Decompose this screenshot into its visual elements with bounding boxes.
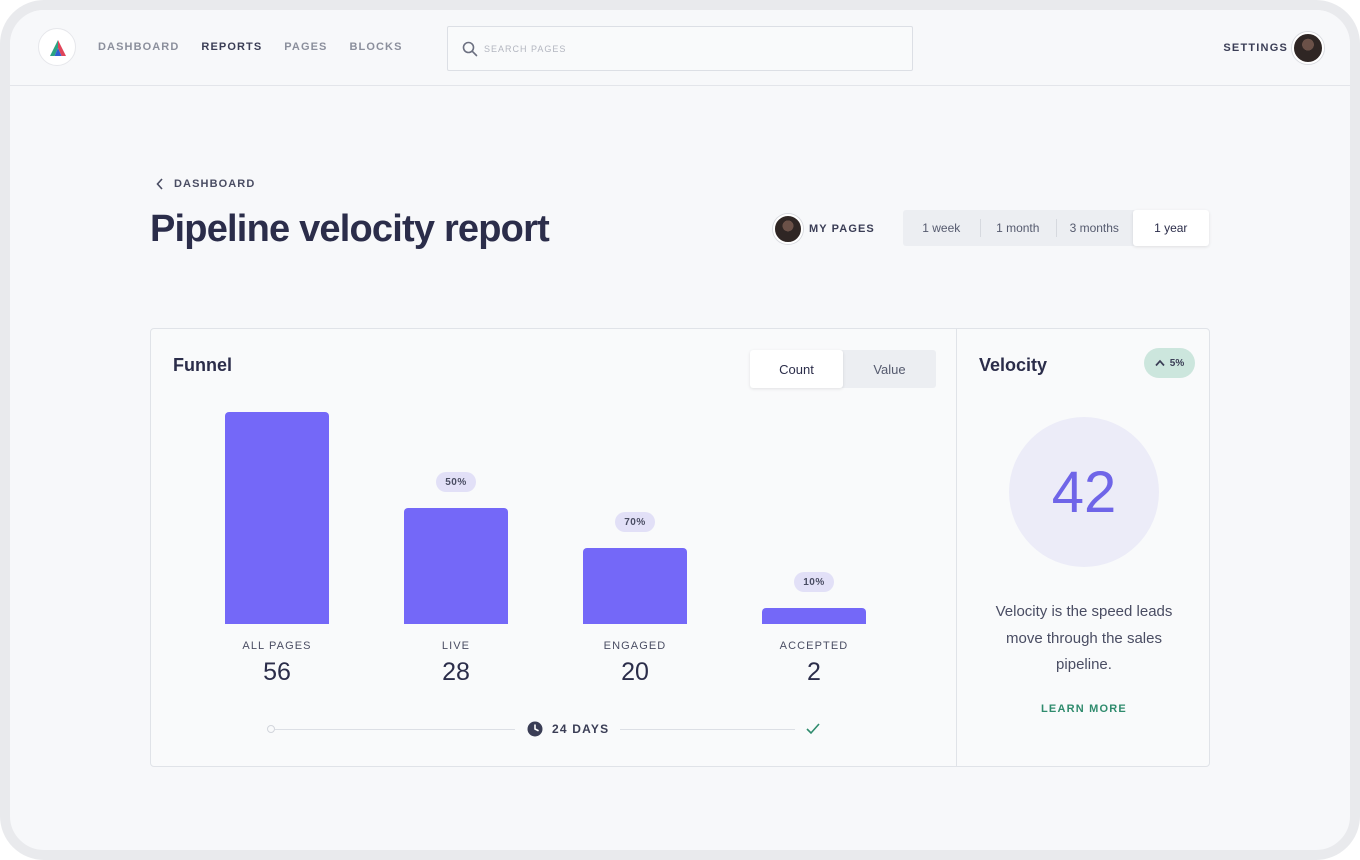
search-icon [462,41,478,57]
stage-value: 20 [621,658,649,686]
main-nav: DASHBOARD REPORTS PAGES BLOCKS [98,41,403,53]
range-1-month[interactable]: 1 month [979,210,1057,246]
stage-value: 2 [807,658,821,686]
breadcrumb[interactable]: DASHBOARD [156,178,255,190]
timeline-line-left [275,729,515,730]
funnel-bar [762,608,866,624]
settings-link[interactable]: SETTINGS [1223,42,1288,54]
logo-icon [50,40,66,56]
funnel-card: Funnel Count Value ALL PAGES 56 50% LIVE 28 7… [150,328,957,767]
stage-label: ALL PAGES [242,640,312,652]
conversion-badge: 10% [794,572,834,593]
nav-item-pages[interactable]: PAGES [284,41,328,53]
nav-item-blocks[interactable]: BLOCKS [349,41,403,53]
mode-count[interactable]: Count [750,350,843,388]
velocity-title: Velocity [979,355,1048,375]
stage-label: LIVE [441,640,471,652]
timeline-start-dot [267,725,275,733]
nav-item-dashboard[interactable]: DASHBOARD [98,41,180,53]
nav-item-reports[interactable]: REPORTS [201,41,263,53]
chevron-left-icon [156,178,163,190]
range-1-year[interactable]: 1 year [1132,210,1209,246]
search-input[interactable] [484,37,884,61]
stage-label: ACCEPTED [779,640,849,652]
conversion-badge: 50% [436,472,476,493]
velocity-value: 42 [1009,417,1159,567]
range-3-months[interactable]: 3 months [1056,210,1133,246]
velocity-change-value: 5% [1169,357,1185,369]
breadcrumb-label: DASHBOARD [174,178,256,190]
funnel-bar [583,548,687,624]
learn-more-link[interactable]: LEARN MORE [1041,703,1127,715]
page-title: Pipeline velocity report [150,208,550,250]
mode-value[interactable]: Value [873,361,906,377]
conversion-badge: 70% [615,512,655,533]
velocity-change-badge: 5% [1144,348,1195,378]
my-pages-filter[interactable]: MY PAGES [809,223,875,235]
funnel-bar [404,508,508,624]
stage-label: ENGAGED [603,640,667,652]
top-navigation-bar: DASHBOARD REPORTS PAGES BLOCKS SETTINGS [10,10,1350,86]
time-range-selector: 1 week 1 month 3 months 1 year [903,210,1209,246]
funnel-title: Funnel [173,355,232,375]
check-icon [806,723,820,735]
funnel-bar [225,412,329,624]
range-1-week[interactable]: 1 week [922,221,961,235]
funnel-chart: ALL PAGES 56 50% LIVE 28 70% ENGAGED 20 10% ACCEP… [151,329,958,768]
app-logo[interactable] [38,28,76,66]
search-box [447,26,913,71]
stage-value: 28 [442,658,470,686]
velocity-card: Velocity 5% 42 Velocity is the speed lea… [956,328,1210,767]
my-pages-avatar[interactable] [773,214,803,244]
duration-label: 24 DAYS [552,722,610,736]
chevron-up-icon [1155,359,1165,367]
user-avatar[interactable] [1292,32,1324,64]
stage-value: 56 [263,658,291,686]
clock-icon [527,721,543,737]
velocity-description: Velocity is the speed leads move through… [995,603,1173,673]
funnel-mode-toggle: Count Value [750,350,936,388]
timeline-line-right [620,729,795,730]
funnel-timeline: 24 DAYS [267,719,827,739]
